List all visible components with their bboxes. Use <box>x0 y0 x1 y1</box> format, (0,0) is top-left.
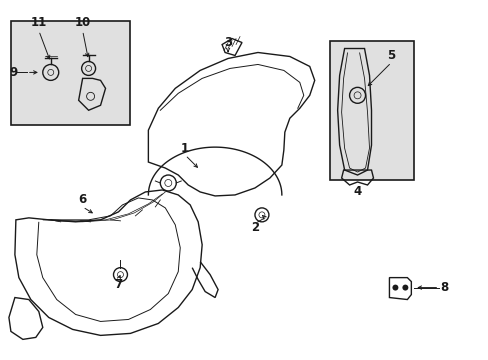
Text: 8: 8 <box>439 281 447 294</box>
Text: 2: 2 <box>250 221 259 234</box>
Bar <box>11 21 130 125</box>
Text: 5: 5 <box>386 49 395 62</box>
Circle shape <box>392 285 398 291</box>
Text: 10: 10 <box>74 16 91 29</box>
Text: 11: 11 <box>31 16 47 29</box>
Text: 9: 9 <box>9 66 17 79</box>
Text: 4: 4 <box>353 185 361 198</box>
Text: 3: 3 <box>224 36 232 49</box>
Text: 1: 1 <box>181 141 189 155</box>
Text: 6: 6 <box>79 193 86 206</box>
Bar <box>329 41 413 180</box>
Text: 7: 7 <box>114 278 122 291</box>
Circle shape <box>402 285 407 291</box>
